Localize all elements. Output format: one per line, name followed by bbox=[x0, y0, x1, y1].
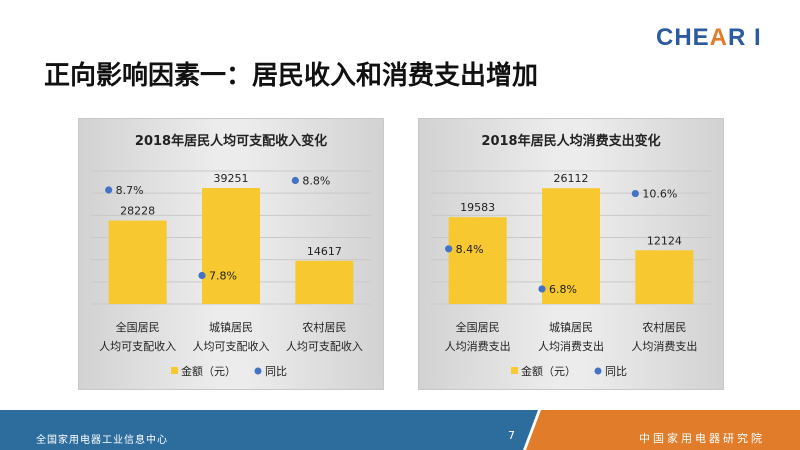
legend-bar-label: 金额（元） bbox=[181, 364, 236, 378]
legend-dot-label: 同比 bbox=[265, 365, 287, 378]
growth-label: 8.7% bbox=[116, 184, 144, 197]
bar bbox=[635, 250, 694, 304]
chart-title: 2018年居民人均可支配收入变化 bbox=[135, 133, 327, 149]
bar-value-label: 26112 bbox=[554, 172, 589, 185]
bar bbox=[295, 260, 354, 304]
page-title: 正向影响因素一：居民收入和消费支出增加 bbox=[44, 61, 539, 91]
legend-dot-swatch bbox=[254, 367, 262, 375]
growth-label: 8.4% bbox=[456, 243, 484, 256]
income-chart-card: 2018年居民人均可支配收入变化 28228 8.7% 全国居民人均可支配收入 3925… bbox=[78, 118, 384, 390]
footer-institute-name: 中国家用电器研究院 bbox=[639, 432, 765, 445]
category-label: 人均消费支出 bbox=[538, 339, 604, 353]
bar-value-label: 39251 bbox=[214, 172, 249, 185]
logo-text-tail: R I bbox=[728, 24, 762, 51]
category-label: 全国居民 bbox=[456, 320, 500, 334]
category-label: 人均消费支出 bbox=[445, 339, 511, 353]
footer-bar bbox=[0, 410, 800, 450]
bar-value-label: 19583 bbox=[460, 201, 495, 214]
category-label: 人均可支配收入 bbox=[99, 339, 176, 353]
category-label: 人均可支配收入 bbox=[193, 339, 270, 353]
legend-bar-label: 金额（元） bbox=[521, 364, 576, 378]
category-label: 农村居民 bbox=[642, 320, 686, 334]
bar bbox=[202, 187, 260, 304]
category-label: 人均可支配收入 bbox=[286, 339, 363, 353]
footer-orange-band bbox=[526, 410, 800, 450]
bar-value-label: 14617 bbox=[307, 245, 342, 258]
legend-bar-swatch bbox=[171, 367, 178, 374]
consumption-chart-card: 2018年居民人均消费支出变化 19583 8.4% 全国居民人均消费支出 26112 6… bbox=[418, 118, 724, 390]
category-label: 全国居民 bbox=[116, 320, 160, 334]
category-label: 城镇居民 bbox=[549, 320, 593, 334]
growth-dot bbox=[538, 285, 546, 293]
legend-bar-swatch bbox=[511, 367, 518, 374]
growth-label: 8.8% bbox=[302, 175, 330, 188]
bar bbox=[108, 220, 167, 304]
growth-dot bbox=[198, 271, 206, 280]
logo-text-main: CHE bbox=[656, 24, 710, 51]
legend-dot-label: 同比 bbox=[605, 365, 627, 378]
chart-title: 2018年居民人均消费支出变化 bbox=[481, 133, 660, 149]
bar bbox=[448, 217, 507, 304]
growth-dot bbox=[105, 186, 113, 194]
footer-blue-band bbox=[0, 410, 538, 450]
category-label: 农村居民 bbox=[302, 320, 346, 334]
category-label: 城镇居民 bbox=[209, 320, 253, 334]
growth-label: 7.8% bbox=[209, 270, 237, 283]
page-number: 7 bbox=[508, 429, 515, 442]
growth-label: 10.6% bbox=[642, 188, 677, 201]
category-label: 人均消费支出 bbox=[631, 339, 697, 353]
bar-value-label: 28228 bbox=[120, 205, 155, 218]
growth-label: 6.8% bbox=[549, 283, 577, 296]
footer-org-name: 全国家用电器工业信息中心 bbox=[36, 435, 168, 446]
brand-logo: CHEAR I bbox=[656, 24, 762, 52]
bar bbox=[542, 188, 600, 304]
growth-dot bbox=[631, 189, 639, 198]
bar-value-label: 12124 bbox=[647, 234, 682, 247]
growth-dot bbox=[291, 176, 299, 185]
logo-text-accent: A bbox=[709, 24, 729, 51]
legend-dot-swatch bbox=[594, 367, 602, 375]
growth-dot bbox=[445, 245, 453, 253]
